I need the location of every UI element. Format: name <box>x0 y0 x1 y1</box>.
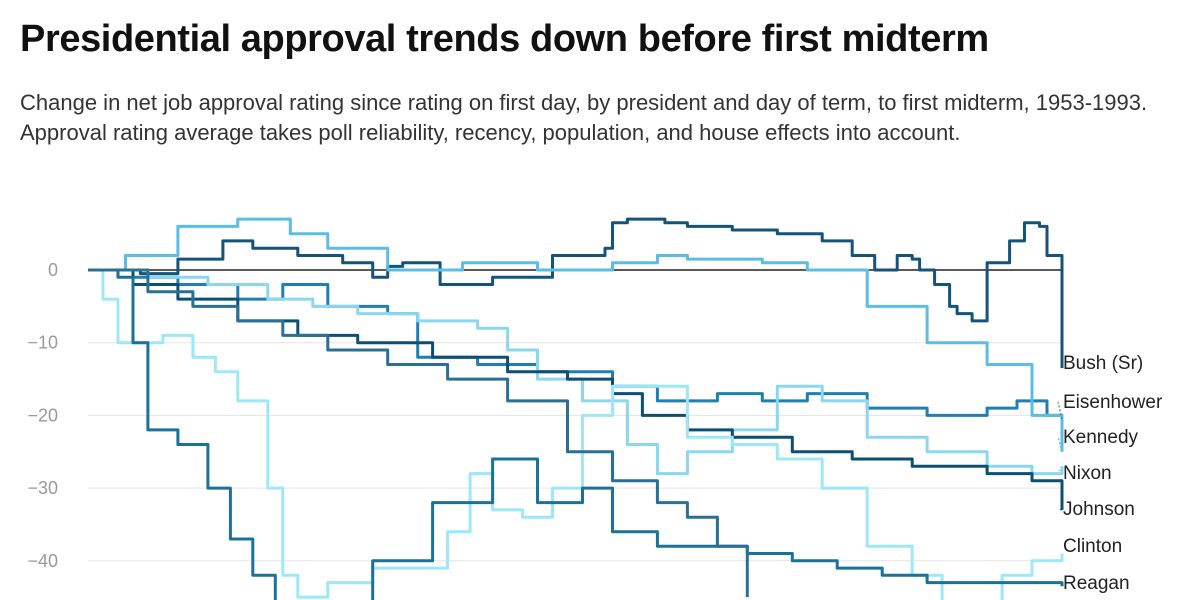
chart-title: Presidential approval trends down before… <box>20 18 989 60</box>
y-tick-label: −40 <box>27 551 58 571</box>
series-line <box>88 217 1064 452</box>
label-leader <box>1057 436 1063 452</box>
y-tick-label: 0 <box>48 260 58 280</box>
series-end-label: Bush (Sr) <box>1063 353 1143 374</box>
y-tick-label: −20 <box>27 405 58 425</box>
series-line <box>88 268 749 598</box>
series-end-label: Nixon <box>1063 463 1112 484</box>
label-leader <box>1057 401 1063 420</box>
series-end-label: Johnson <box>1063 499 1135 520</box>
label-leader <box>1057 465 1063 474</box>
series-line <box>88 268 1064 600</box>
label-leader <box>1057 508 1063 511</box>
series-end-label: Reagan <box>1063 573 1130 594</box>
series-line <box>88 268 1064 419</box>
chart-subtitle: Change in net job approval rating since … <box>20 90 1148 145</box>
y-tick-label: −30 <box>27 478 58 498</box>
series-line <box>88 268 1064 600</box>
series-group <box>88 217 1064 600</box>
series-end-label: Eisenhower <box>1063 392 1163 413</box>
series-line <box>88 217 1064 369</box>
series-end-label: Kennedy <box>1063 427 1139 448</box>
y-tick-label: −10 <box>27 333 58 353</box>
series-end-label: Clinton <box>1063 536 1122 557</box>
series-line <box>88 268 1064 476</box>
